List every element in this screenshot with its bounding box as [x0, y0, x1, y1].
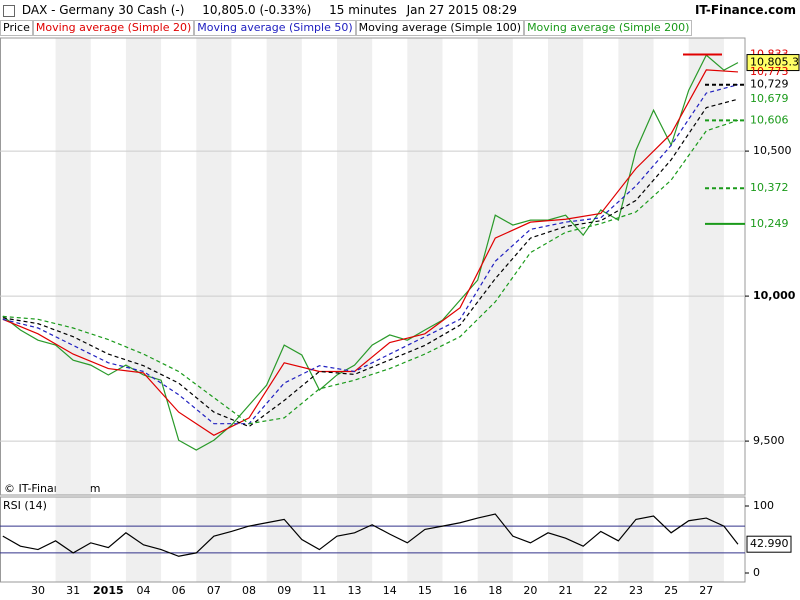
panel-title: RSI (14)	[3, 499, 47, 512]
day-stripe	[55, 497, 91, 582]
day-stripe	[196, 497, 232, 582]
day-stripe	[336, 38, 373, 495]
x-tick-label: 20	[523, 584, 537, 597]
day-stripe	[688, 38, 724, 495]
y-tick-label: 10,500	[753, 144, 792, 157]
legend-entry: Price	[0, 20, 33, 36]
x-tick-label: 14	[383, 584, 397, 597]
x-tick-label: 21	[559, 584, 573, 597]
x-tick-label: 13	[348, 584, 362, 597]
level-label: 10,249	[750, 217, 789, 230]
day-stripe	[477, 497, 513, 582]
day-stripe	[618, 38, 654, 495]
x-tick-label: 11	[312, 584, 326, 597]
level-label: 10,679	[750, 92, 789, 105]
header: DAX - Germany 30 Cash (-) 10,805.0 (-0.3…	[0, 0, 800, 20]
panel-frame	[0, 496, 746, 583]
legend-entry: Moving average (Simple 20)	[32, 20, 195, 36]
series-line	[2, 513, 739, 557]
level-label: 10,372	[750, 181, 789, 194]
day-stripe	[266, 38, 302, 495]
x-tick-label: 08	[242, 584, 256, 597]
timestamp: Jan 27 2015 08:29	[406, 3, 517, 17]
series-line	[2, 119, 739, 425]
day-stripe	[407, 38, 443, 495]
level-label: 10,773	[750, 65, 789, 78]
x-tick-label: 23	[629, 584, 643, 597]
y-tick-label: 100	[753, 499, 774, 512]
day-stripe	[266, 497, 302, 582]
x-tick-label: 18	[488, 584, 502, 597]
brand: IT-Finance.com	[694, 3, 796, 17]
x-tick-label: 07	[207, 584, 221, 597]
panel-frame	[0, 37, 746, 496]
y-tick-label: 9,500	[753, 434, 785, 447]
x-tick-label: 04	[137, 584, 151, 597]
x-tick-label: 06	[172, 584, 186, 597]
day-stripe	[55, 38, 91, 495]
icon	[3, 4, 15, 17]
x-tick-label: 25	[664, 584, 678, 597]
x-tick-label: 31	[66, 584, 80, 597]
last-value-box	[746, 535, 792, 553]
legend-entry: Moving average (Simple 200)	[524, 20, 693, 36]
series-line	[2, 84, 739, 425]
day-stripe	[125, 497, 162, 582]
x-tick-label: 09	[277, 584, 291, 597]
day-stripe	[548, 38, 584, 495]
level-label: 10,606	[750, 113, 789, 126]
instrument: DAX - Germany 30 Cash (-)	[21, 3, 185, 17]
x-tick-label: 2015	[93, 584, 124, 597]
level-box	[746, 54, 800, 72]
x-tick-label: 16	[453, 584, 467, 597]
series-line	[2, 69, 739, 436]
day-stripe	[407, 497, 443, 582]
y-tick-label: 0	[753, 566, 760, 579]
day-stripe	[125, 38, 162, 495]
day-stripe	[336, 497, 373, 582]
level-label: 10,729	[750, 78, 789, 91]
series-line	[2, 98, 739, 428]
last-value-label: 42.990	[750, 537, 789, 550]
x-tick-label: 15	[418, 584, 432, 597]
x-tick-label: 27	[699, 584, 713, 597]
legend: Price Moving average (Simple 20) Moving av…	[0, 20, 693, 36]
quote: 10,805.0 (-0.33%)	[202, 3, 312, 17]
legend-entry: Moving average (Simple 100)	[355, 20, 525, 36]
day-stripe	[618, 497, 654, 582]
day-stripe	[688, 497, 724, 582]
series-line	[2, 54, 739, 451]
interval: 15 minutes	[329, 3, 397, 17]
x-tick-label: 30	[31, 584, 45, 597]
x-tick-label: 22	[594, 584, 608, 597]
y-tick-label: 10,000	[753, 289, 796, 302]
legend-entry: Moving average (Simple 50)	[194, 20, 356, 36]
day-stripe	[548, 497, 584, 582]
day-stripe	[477, 38, 513, 495]
level-label: 10,805.3	[750, 56, 799, 69]
day-stripe	[196, 38, 232, 495]
